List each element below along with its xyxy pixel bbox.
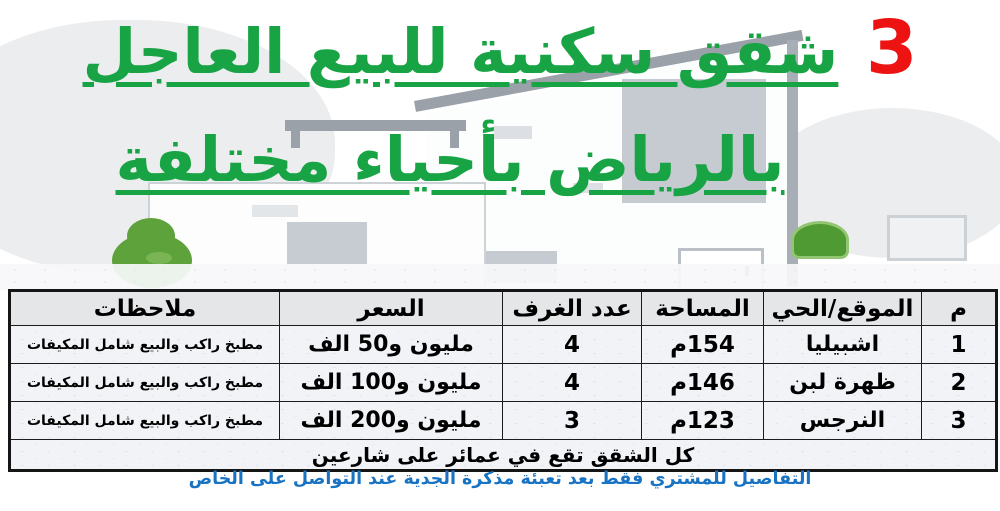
faded-strip bbox=[0, 264, 1000, 290]
window-icon bbox=[887, 215, 967, 261]
disclaimer-text: التفاصيل للمشتري فقط بعد تعبئة مذكرة الج… bbox=[188, 469, 812, 489]
title-number: 3 bbox=[865, 5, 918, 91]
title-line-1: 3 شقق سكنية للبيع العاجل bbox=[0, 0, 1000, 108]
column-header-no: م bbox=[921, 290, 997, 326]
cell-price: مليون و50 الف bbox=[279, 325, 503, 364]
cell-area: 154م bbox=[641, 325, 764, 364]
column-header-notes: ملاحظات bbox=[9, 290, 280, 326]
table-body: 1 اشبيليا 154م 4 مليون و50 الف مطبخ راكب… bbox=[9, 325, 997, 471]
table-footer-row: كل الشقق تقع في عمائر على شارعين bbox=[9, 439, 997, 471]
cell-rooms: 4 bbox=[502, 325, 642, 364]
title-text-2: بالرياض بأحياء مختلفة bbox=[115, 123, 785, 196]
cell-area: 123م bbox=[641, 401, 764, 440]
table-row: 2 ظهرة لبن 146م 4 مليون و100 الف مطبخ را… bbox=[9, 363, 997, 402]
column-header-area: المساحة bbox=[641, 290, 764, 326]
tree-icon bbox=[127, 218, 175, 254]
title-text-1: شقق سكنية للبيع العاجل bbox=[82, 15, 839, 88]
cell-price: مليون و200 الف bbox=[279, 401, 503, 440]
table-row: 3 النرجس 123م 3 مليون و200 الف مطبخ راكب… bbox=[9, 401, 997, 440]
header-row: م الموقع/الحي المساحة عدد الغرف السعر مل… bbox=[9, 290, 997, 326]
cell-location: ظهرة لبن bbox=[763, 363, 922, 402]
title-line-2: بالرياض بأحياء مختلفة bbox=[0, 110, 950, 210]
cell-location: النرجس bbox=[763, 401, 922, 440]
cell-notes: مطبخ راكب والبيع شامل المكيفات bbox=[9, 325, 280, 364]
page-title: 3 شقق سكنية للبيع العاجل بالرياض بأحياء … bbox=[0, 0, 1000, 210]
cell-notes: مطبخ راكب والبيع شامل المكيفات bbox=[9, 401, 280, 440]
table-row: 1 اشبيليا 154م 4 مليون و50 الف مطبخ راكب… bbox=[9, 325, 997, 364]
cell-price: مليون و100 الف bbox=[279, 363, 503, 402]
column-header-location: الموقع/الحي bbox=[763, 290, 922, 326]
cell-area: 146م bbox=[641, 363, 764, 402]
cell-no: 2 bbox=[921, 363, 997, 402]
cell-rooms: 4 bbox=[502, 363, 642, 402]
table-header: م الموقع/الحي المساحة عدد الغرف السعر مل… bbox=[9, 290, 997, 326]
column-header-rooms: عدد الغرف bbox=[502, 290, 642, 326]
cell-notes: مطبخ راكب والبيع شامل المكيفات bbox=[9, 363, 280, 402]
listings-table-wrap: م الموقع/الحي المساحة عدد الغرف السعر مل… bbox=[8, 289, 998, 472]
cell-rooms: 3 bbox=[502, 401, 642, 440]
cell-no: 3 bbox=[921, 401, 997, 440]
column-header-price: السعر bbox=[279, 290, 503, 326]
cell-location: اشبيليا bbox=[763, 325, 922, 364]
bush-icon bbox=[791, 221, 849, 259]
table-footer-note: كل الشقق تقع في عمائر على شارعين bbox=[9, 439, 997, 471]
window-icon bbox=[287, 222, 367, 264]
listings-table: م الموقع/الحي المساحة عدد الغرف السعر مل… bbox=[8, 289, 998, 472]
cell-no: 1 bbox=[921, 325, 997, 364]
tree-highlight bbox=[146, 252, 172, 264]
